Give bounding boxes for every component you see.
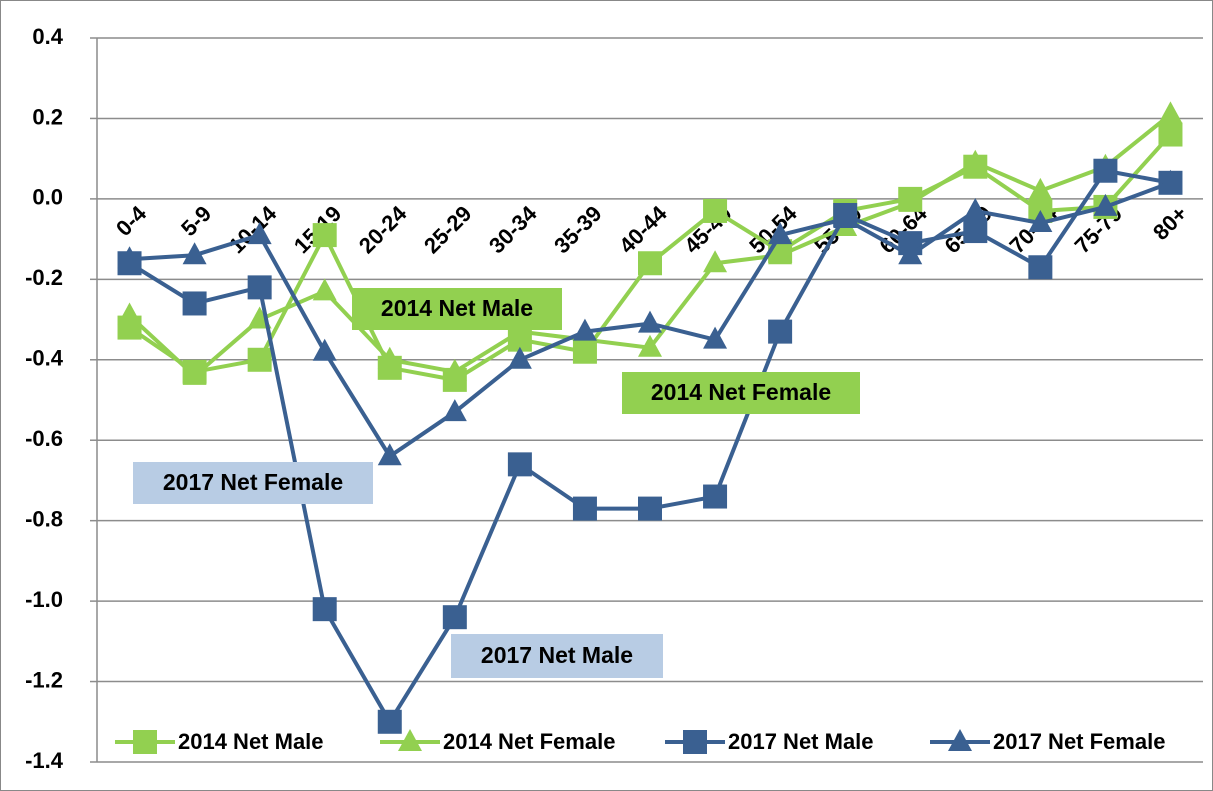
triangle-marker	[1158, 169, 1183, 192]
square-marker	[182, 291, 207, 316]
square-marker	[507, 452, 532, 477]
triangle-marker	[1158, 101, 1183, 124]
triangle-marker	[398, 729, 422, 751]
triangle-marker	[117, 246, 142, 269]
triangle-marker	[312, 338, 337, 361]
square-marker	[683, 730, 707, 754]
square-marker	[312, 597, 337, 622]
annotation-text: 2014 Net Male	[381, 295, 533, 321]
square-marker	[1093, 158, 1118, 183]
y-tick-label: -0.6	[25, 426, 63, 451]
square-marker	[247, 347, 272, 372]
triangle-marker	[377, 443, 402, 466]
triangle-marker	[312, 278, 337, 301]
legend-label: 2017 Net Female	[993, 729, 1165, 754]
legend-label: 2014 Net Female	[443, 729, 615, 754]
annotation-text: 2014 Net Female	[651, 379, 831, 405]
triangle-marker	[703, 250, 728, 273]
y-tick-label: 0.4	[32, 24, 63, 49]
triangle-marker	[507, 346, 532, 369]
triangle-marker	[898, 189, 923, 212]
annotation-box	[133, 462, 373, 504]
triangle-marker	[1028, 177, 1053, 200]
annotation-text: 2017 Net Female	[163, 469, 343, 495]
triangle-marker	[1028, 210, 1053, 233]
triangle-marker	[638, 310, 662, 333]
square-marker	[377, 709, 402, 734]
triangle-marker	[768, 242, 793, 265]
annotation-box	[622, 372, 860, 414]
triangle-marker	[948, 729, 972, 751]
legend-label: 2014 Net Male	[178, 729, 324, 754]
square-marker	[133, 730, 157, 754]
triangle-marker	[247, 222, 272, 245]
y-tick-label: -0.2	[25, 265, 63, 290]
y-tick-label: 0.0	[32, 185, 63, 210]
square-marker	[1158, 122, 1183, 147]
triangle-marker	[898, 242, 923, 265]
square-marker	[247, 275, 272, 300]
triangle-marker	[182, 242, 207, 265]
triangle-marker	[572, 318, 597, 341]
y-tick-label: 0.2	[32, 104, 63, 129]
square-marker	[312, 223, 337, 248]
square-marker	[703, 198, 728, 223]
triangle-marker	[963, 197, 988, 220]
triangle-marker	[768, 222, 793, 245]
square-marker	[963, 219, 988, 244]
triangle-marker	[377, 346, 402, 369]
square-marker	[638, 251, 662, 276]
series	[117, 169, 1183, 466]
triangle-marker	[1093, 193, 1118, 216]
triangle-marker	[442, 358, 467, 381]
triangle-marker	[963, 149, 988, 172]
y-tick-label: -0.8	[25, 506, 63, 531]
y-tick-label: -1.4	[25, 748, 64, 773]
triangle-marker	[117, 302, 142, 325]
square-marker	[442, 605, 467, 630]
square-marker	[572, 496, 597, 521]
triangle-marker	[442, 399, 467, 422]
triangle-marker	[703, 326, 728, 349]
y-tick-label: -1.2	[25, 667, 63, 692]
triangle-marker	[638, 334, 662, 357]
annotation-box	[451, 634, 663, 678]
annotation-text: 2017 Net Male	[481, 642, 633, 668]
y-tick-label: -1.0	[25, 587, 63, 612]
legend-label: 2017 Net Male	[728, 729, 874, 754]
square-marker	[1028, 255, 1053, 280]
y-tick-label: -0.4	[25, 346, 64, 371]
triangle-marker	[833, 206, 858, 228]
triangle-marker	[182, 362, 207, 385]
annotation-box	[352, 288, 562, 330]
square-marker	[638, 496, 662, 521]
square-marker	[703, 484, 728, 509]
square-marker	[768, 319, 793, 344]
